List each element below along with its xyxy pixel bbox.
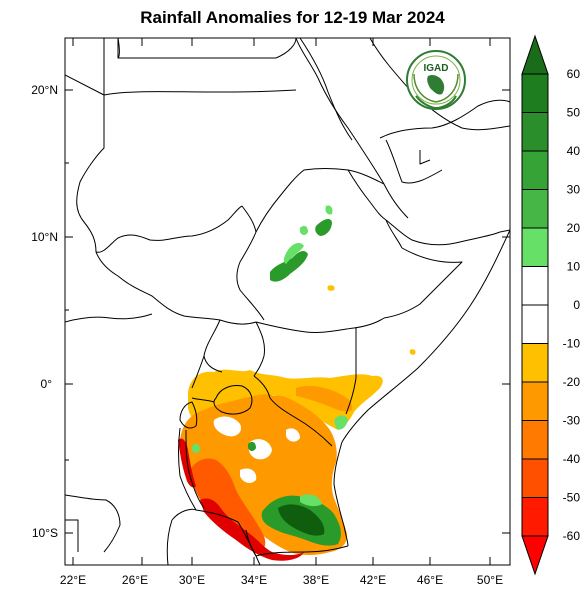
lon-label: 26°E bbox=[122, 573, 148, 587]
colorbar-segment bbox=[521, 266, 549, 306]
anomaly-surplus-ethiopia bbox=[315, 219, 332, 236]
colorbar-label: 40 bbox=[567, 144, 581, 158]
lon-label: 46°E bbox=[417, 573, 443, 587]
colorbar-segment bbox=[521, 458, 549, 498]
anomaly-mild-deficit bbox=[327, 285, 335, 291]
anomaly-near-normal bbox=[286, 428, 300, 442]
colorbar-label: -50 bbox=[563, 491, 581, 505]
lat-label: 10°N bbox=[31, 230, 58, 244]
anomaly-mild-surplus-se bbox=[300, 494, 322, 507]
colorbar-label: -40 bbox=[563, 452, 581, 466]
anomaly-mild-deficit bbox=[188, 369, 383, 430]
anomaly-mild-surplus-ethiopia bbox=[300, 225, 308, 235]
anomaly-field bbox=[178, 205, 416, 561]
colorbar-segment bbox=[521, 150, 549, 190]
anomaly-mild-deficit bbox=[409, 349, 416, 355]
colorbar-segment bbox=[521, 227, 549, 267]
lon-label: 38°E bbox=[303, 573, 329, 587]
anomaly-mild-surplus-ethiopia bbox=[283, 243, 304, 264]
anomaly-near-normal bbox=[213, 416, 242, 437]
colorbar-label: 60 bbox=[567, 67, 581, 81]
colorbar-label: 10 bbox=[567, 260, 581, 274]
colorbar-segment bbox=[521, 381, 549, 421]
lat-label: 0° bbox=[41, 377, 53, 391]
colorbar-segment bbox=[521, 73, 549, 113]
colorbar-segment bbox=[521, 112, 549, 152]
igad-logo: IGAD bbox=[406, 50, 466, 110]
colorbar-segment bbox=[521, 535, 549, 576]
colorbar-label: -30 bbox=[563, 414, 581, 428]
lon-label: 34°E bbox=[241, 573, 267, 587]
anomaly-surplus-central bbox=[248, 441, 256, 451]
anomaly-deep-deficit-west bbox=[178, 438, 196, 488]
colorbar-label: 30 bbox=[567, 183, 581, 197]
colorbar-label: 50 bbox=[567, 106, 581, 120]
lat-label: 10°S bbox=[32, 526, 58, 540]
lat-label: 20°N bbox=[31, 83, 58, 97]
colorbar-segment bbox=[521, 497, 549, 537]
anomaly-surplus-coast bbox=[334, 415, 348, 430]
lon-label: 30°E bbox=[179, 573, 205, 587]
longitude-labels: 22°E 26°E 30°E 34°E 38°E 42°E 46°E 50°E bbox=[60, 573, 503, 587]
logo-text: IGAD bbox=[424, 63, 449, 74]
colorbar: 60 50 40 30 20 10 0 -10 -20 -30 -40 -50 -60 bbox=[521, 34, 581, 576]
anomaly-deficit-east bbox=[296, 385, 353, 412]
lon-label: 50°E bbox=[477, 573, 503, 587]
map-title: Rainfall Anomalies for 12-19 Mar 2024 bbox=[140, 8, 445, 27]
lon-label: 22°E bbox=[60, 573, 86, 587]
latitude-labels: 20°N 10°N 0° 10°S bbox=[31, 83, 58, 540]
colorbar-label: 0 bbox=[573, 298, 580, 312]
colorbar-label: 20 bbox=[567, 221, 581, 235]
colorbar-label: -20 bbox=[563, 375, 581, 389]
anomaly-strong-surplus-se bbox=[278, 504, 325, 536]
colorbar-label: -10 bbox=[563, 337, 581, 351]
country-boundaries bbox=[65, 38, 510, 565]
colorbar-segment bbox=[521, 343, 549, 383]
colorbar-segment bbox=[521, 34, 549, 75]
axis-ticks bbox=[65, 38, 510, 565]
anomaly-strong-deficit bbox=[190, 458, 266, 549]
lon-label: 42°E bbox=[360, 573, 386, 587]
anomaly-surplus-ethiopia bbox=[270, 251, 308, 282]
anomaly-near-normal bbox=[240, 468, 257, 483]
colorbar-segment bbox=[521, 304, 549, 344]
colorbar-label: -60 bbox=[563, 529, 581, 543]
anomaly-surplus-central bbox=[192, 443, 200, 453]
anomaly-mild-surplus-ethiopia bbox=[325, 205, 333, 215]
colorbar-segment bbox=[521, 189, 549, 229]
colorbar-segment bbox=[521, 420, 549, 460]
